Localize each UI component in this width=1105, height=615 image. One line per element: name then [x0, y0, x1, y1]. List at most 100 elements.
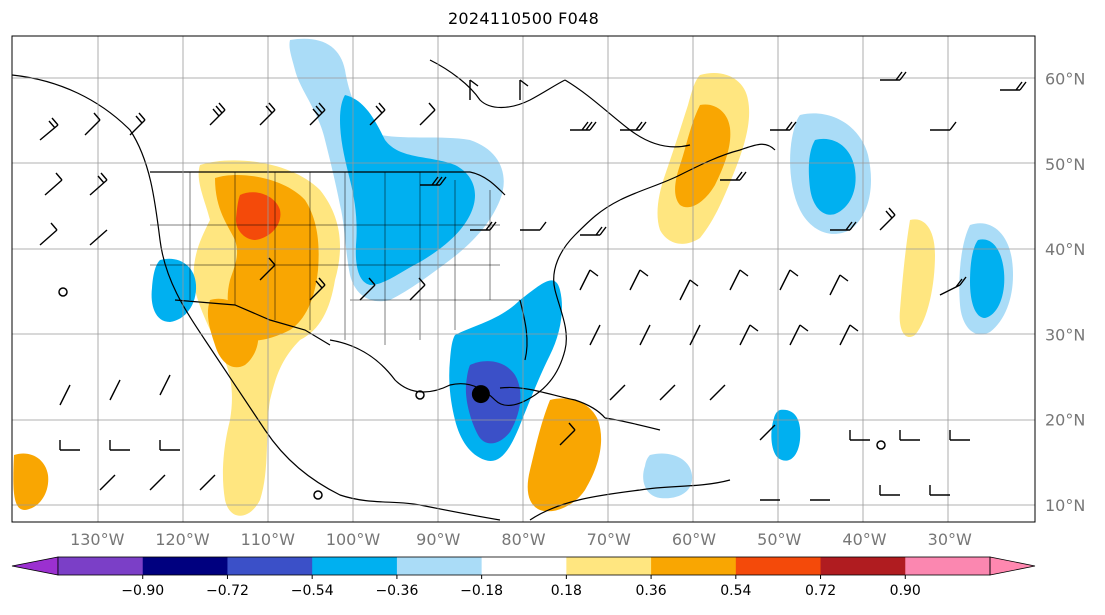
wind-barb — [579, 269, 599, 291]
wind-barb — [109, 440, 130, 451]
colorbar-tick-label: −0.36 — [375, 583, 418, 599]
longitude-label: 110°W — [241, 530, 296, 549]
negative-anomaly-region-caribbean-east — [643, 453, 693, 499]
map-frame — [11, 35, 1036, 523]
longitude-labels: 130°W 120°W 110°W 100°W 90°W 80°W 70°W 60°W 50°W… — [70, 530, 972, 549]
wind-barb — [880, 71, 907, 81]
wind-barb — [309, 102, 326, 126]
wind-barb — [259, 102, 276, 126]
colorbar-tick-label: 0.36 — [636, 583, 667, 599]
wind-barb — [679, 279, 699, 301]
colorbar: −0.90 −0.72 −0.54 −0.36 −0.18 0.18 0.36 0.54 0.7… — [11, 556, 1036, 599]
wind-barb — [359, 277, 376, 301]
wind-barb — [519, 79, 529, 100]
negative-anomaly-region-tropical — [771, 409, 801, 461]
wind-barb — [420, 176, 447, 186]
wind-barb — [109, 379, 121, 401]
calm-wind-circle — [313, 490, 323, 500]
wind-barb — [830, 221, 857, 231]
wind-barb — [470, 221, 497, 231]
hudson-bay-coast — [429, 59, 566, 109]
wind-barb — [570, 121, 597, 131]
wind-barb — [759, 424, 776, 441]
longitude-label: 130°W — [70, 530, 125, 549]
wind-barb — [729, 269, 749, 291]
colorbar-bin — [142, 557, 228, 575]
latitude-label: 10°N — [1045, 496, 1085, 515]
calm-wind-circle — [58, 287, 68, 297]
wind-barb — [369, 102, 386, 126]
map-title: 2024110500 F048 — [447, 9, 600, 28]
us-mexico-border — [174, 299, 331, 346]
wind-barb — [720, 171, 747, 181]
colorbar-bin — [396, 557, 483, 575]
latitude-label: 60°N — [1045, 70, 1085, 89]
wind-barb — [849, 430, 870, 441]
state-borders — [150, 172, 520, 345]
colorbar-extend-high — [989, 556, 1036, 576]
wind-barb — [419, 102, 436, 126]
wind-barb — [930, 121, 957, 131]
wind-barb — [59, 384, 71, 406]
hispaniola-outline — [604, 417, 661, 431]
wind-barb — [839, 324, 859, 346]
calm-wind-circle — [415, 390, 425, 400]
longitude-label: 70°W — [587, 530, 631, 549]
wind-barb — [520, 221, 547, 231]
wind-barb — [589, 324, 601, 346]
wind-barb — [44, 172, 63, 196]
wind-barb — [559, 422, 576, 446]
positive-anomaly-core-atlantic — [675, 104, 731, 208]
wind-barb — [159, 374, 171, 396]
calm-markers — [58, 287, 886, 500]
longitude-label: 120°W — [155, 530, 210, 549]
negative-anomaly-core-midatlantic — [808, 138, 856, 215]
longitude-label: 40°W — [842, 530, 886, 549]
wind-barb — [149, 474, 166, 491]
wind-barb — [89, 229, 108, 246]
wind-barb — [879, 485, 900, 496]
latitude-label: 40°N — [1045, 240, 1085, 259]
wind-barb — [739, 324, 759, 346]
negative-anomaly-region-pacific — [151, 258, 197, 322]
colorbar-bin — [905, 557, 991, 575]
positive-anomaly-peak-west — [235, 192, 281, 240]
colorbar-extend-low — [11, 556, 59, 576]
colorbar-bin — [481, 557, 567, 575]
colorbar-tick-label: 0.72 — [805, 583, 836, 599]
wind-barb — [659, 384, 676, 401]
wind-barb — [469, 79, 479, 100]
wind-barb — [159, 440, 180, 451]
wind-barb — [209, 102, 226, 126]
colorbar-outline — [57, 556, 991, 576]
wind-barb — [84, 112, 101, 136]
wind-barb — [939, 276, 967, 296]
positive-anomaly-region-pacific — [13, 453, 49, 510]
wind-barb — [770, 121, 797, 131]
colorbar-bin — [735, 557, 822, 575]
wind-barb — [129, 112, 146, 136]
negative-anomaly-core-gulf — [465, 361, 521, 444]
wind-barb — [899, 430, 920, 441]
wind-barb — [929, 485, 950, 496]
colorbar-bin — [312, 557, 398, 575]
colorbar-tick-label: 0.54 — [720, 583, 751, 599]
gulf-coastline — [329, 199, 621, 407]
colorbar-tick-label: 0.18 — [551, 583, 582, 599]
wind-barb — [409, 277, 426, 301]
storm-center-marker — [471, 385, 490, 404]
colorbar-bin — [566, 557, 652, 575]
wind-barb — [689, 324, 701, 346]
cuba-outline — [499, 386, 606, 419]
latitude-labels: 60°N 50°N 40°N 30°N 20°N 10°N — [1045, 70, 1085, 515]
wind-barb — [949, 430, 970, 441]
wind-barb — [620, 121, 647, 131]
colorbar-tick-label: −0.18 — [460, 583, 503, 599]
colorbar-tick-label: −0.72 — [206, 583, 249, 599]
wind-barb — [59, 440, 80, 451]
wind-barb — [609, 384, 626, 401]
wind-barb — [779, 269, 799, 291]
longitude-label: 50°W — [757, 530, 801, 549]
latitude-label: 50°N — [1045, 155, 1085, 174]
